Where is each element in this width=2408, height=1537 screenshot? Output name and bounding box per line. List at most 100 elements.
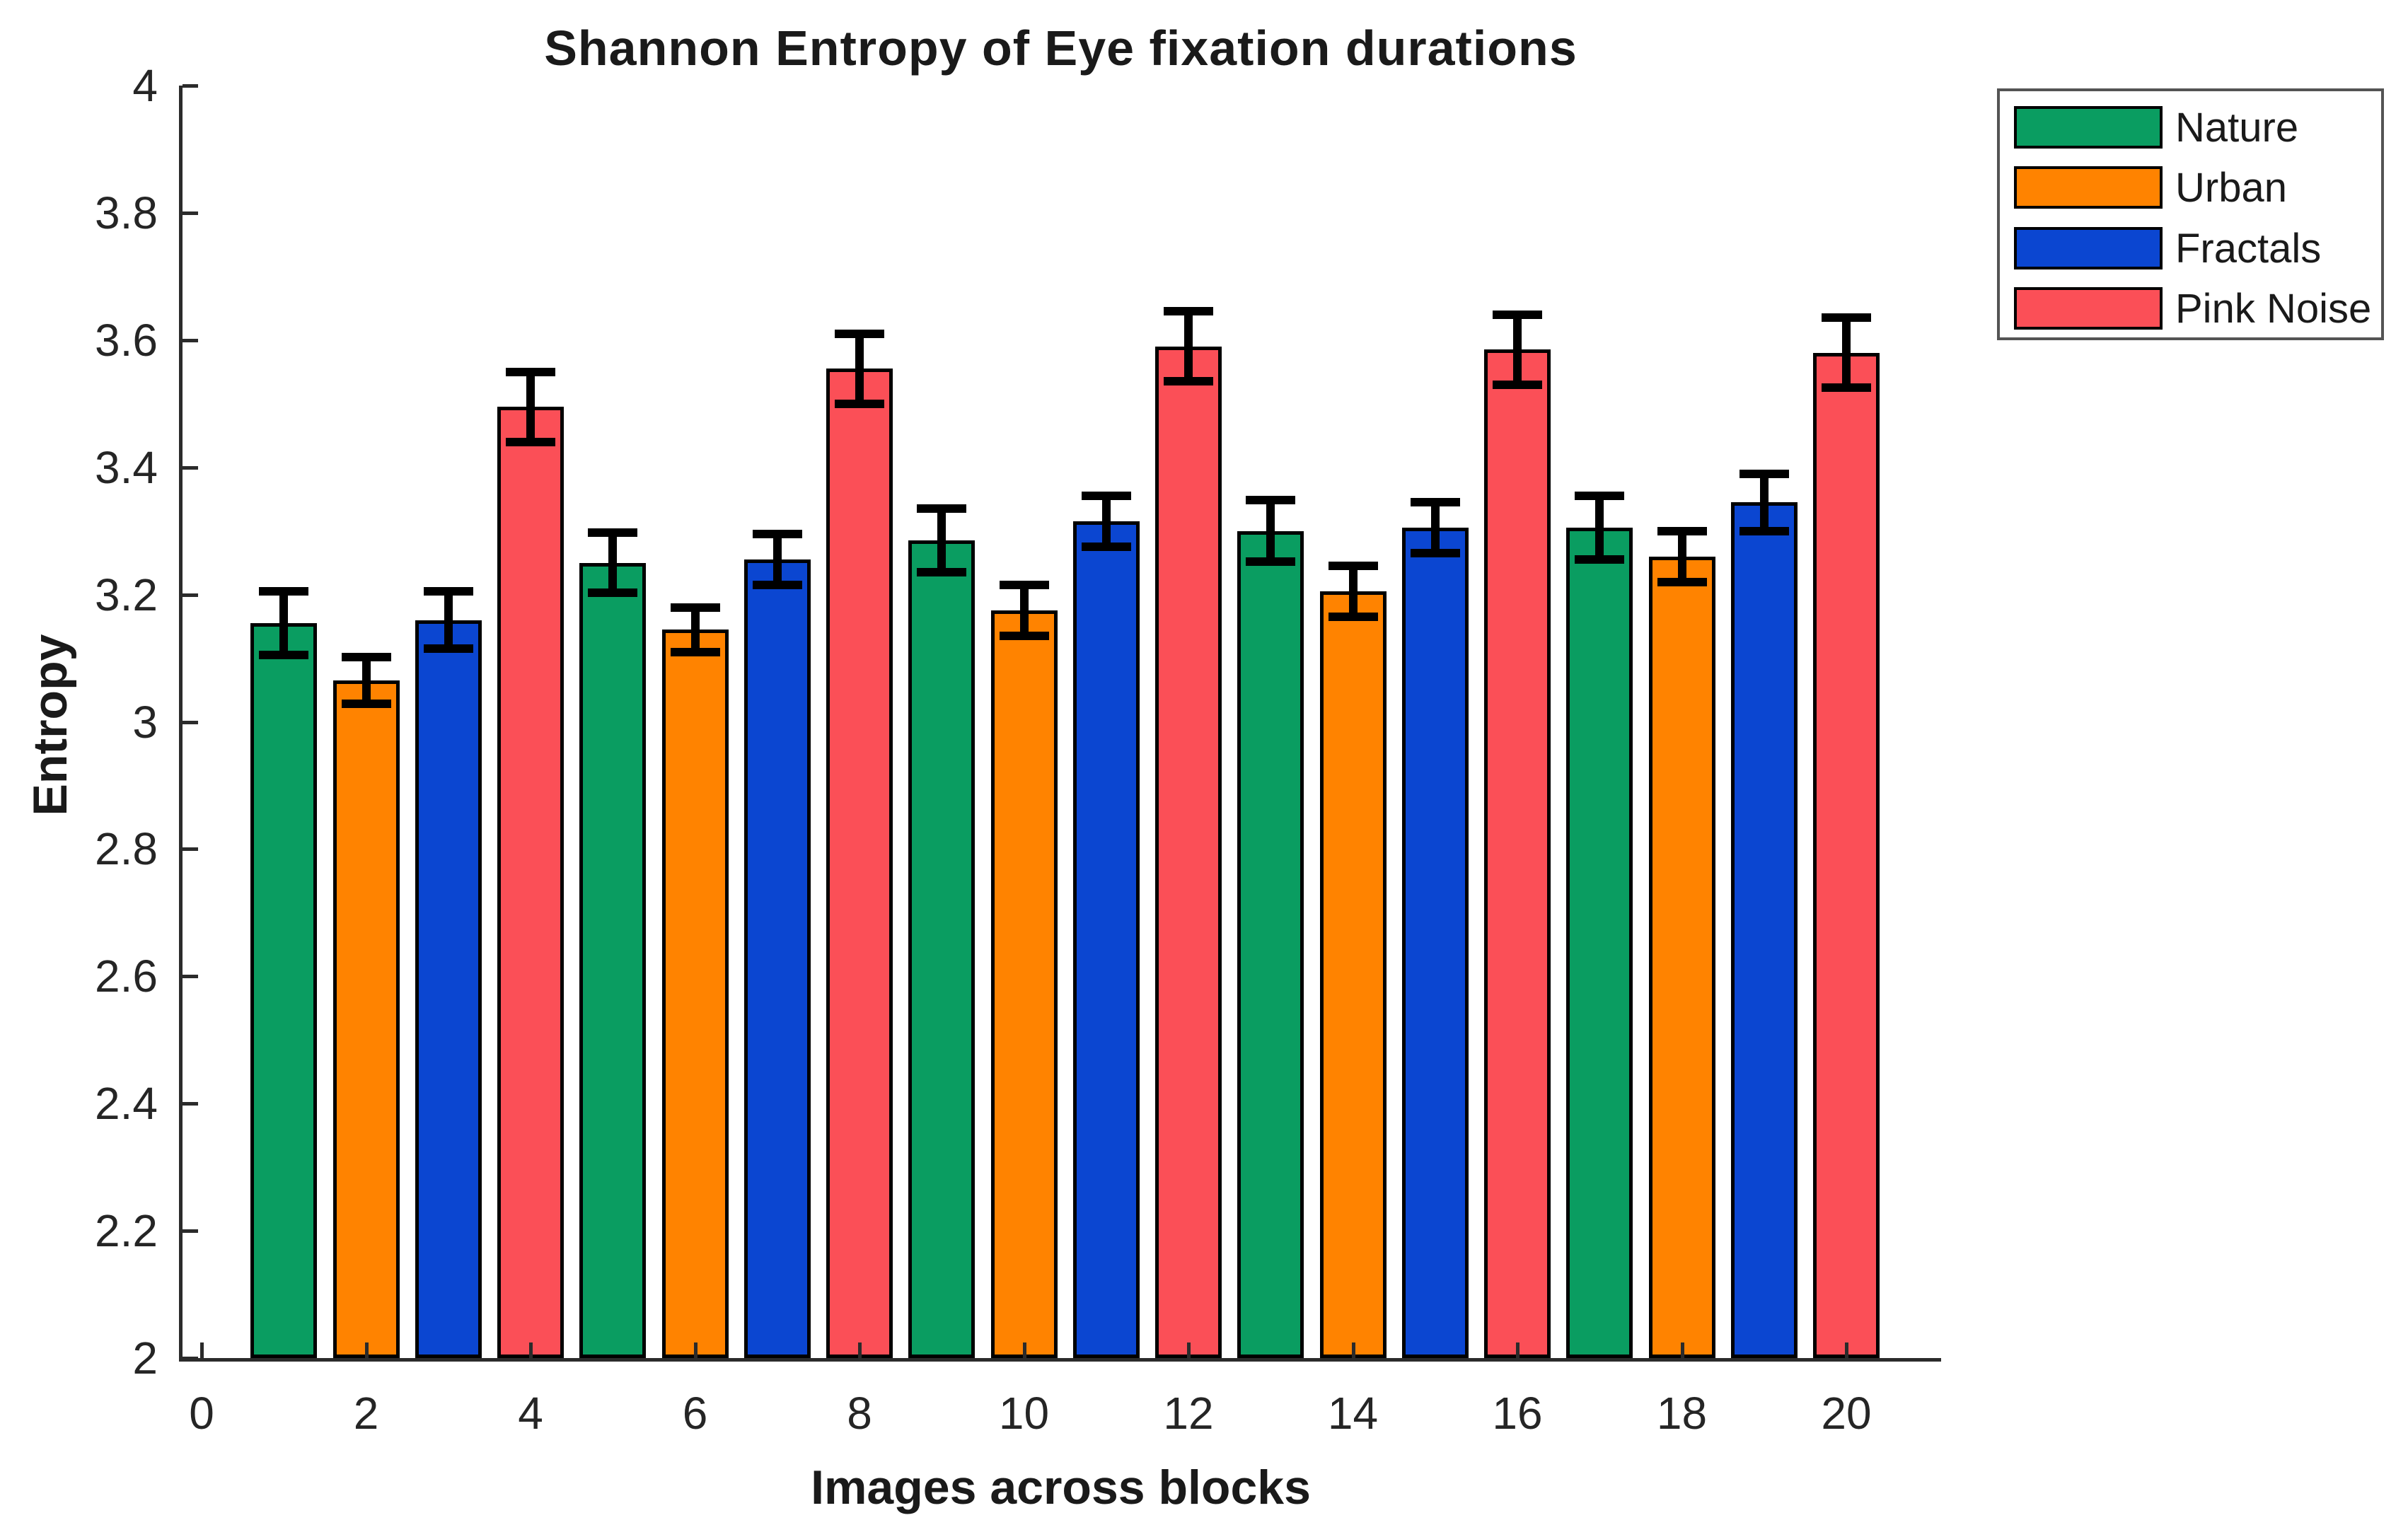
x-tick-0	[200, 1342, 204, 1358]
y-tick-2.6	[183, 975, 198, 979]
bar-urban-x10	[990, 610, 1058, 1358]
bar-pink-noise-x8	[826, 369, 893, 1358]
error-bar-cap-bottom-x17	[1575, 555, 1625, 564]
x-tick-14	[1351, 1342, 1355, 1358]
y-tick-label-3.4: 3.4	[95, 441, 158, 493]
bar-fractals-x15	[1401, 528, 1469, 1358]
bar-urban-x2	[332, 680, 400, 1358]
y-tick-3	[183, 720, 198, 724]
y-tick-2.4	[183, 1102, 198, 1106]
x-tick-8	[858, 1342, 862, 1358]
bar-urban-x6	[661, 630, 729, 1358]
error-bar-cap-top-x9	[917, 504, 967, 514]
error-bar-stem-x8	[855, 333, 864, 404]
error-bar-stem-x6	[690, 607, 700, 652]
error-bar-cap-bottom-x6	[670, 647, 720, 656]
error-bar-cap-top-x18	[1657, 526, 1707, 535]
y-tick-label-2: 2	[132, 1333, 158, 1384]
x-tick-4	[529, 1342, 533, 1358]
y-tick-3.6	[183, 338, 198, 342]
error-bar-cap-bottom-x16	[1493, 380, 1542, 389]
y-tick-label-2.6: 2.6	[95, 951, 158, 1002]
nature-color-swatch	[2014, 106, 2163, 149]
y-tick-3.4	[183, 465, 198, 470]
error-bar-stem-x15	[1430, 502, 1440, 554]
x-tick-6	[693, 1342, 697, 1358]
x-tick-label-12: 12	[1163, 1388, 1214, 1439]
x-tick-label-0: 0	[189, 1388, 214, 1439]
bar-nature-x1	[250, 623, 318, 1358]
bar-nature-x17	[1566, 528, 1633, 1358]
bar-pink-noise-x12	[1155, 346, 1222, 1358]
x-tick-20	[1845, 1342, 1848, 1358]
x-tick-16	[1516, 1342, 1520, 1358]
y-tick-label-3: 3	[132, 696, 158, 748]
error-bar-stem-x4	[526, 371, 535, 442]
error-bar-stem-x1	[279, 591, 289, 656]
error-bar-cap-top-x3	[423, 587, 473, 596]
y-tick-label-3.8: 3.8	[95, 187, 158, 238]
x-tick-label-4: 4	[518, 1388, 543, 1439]
bar-urban-x14	[1319, 591, 1387, 1358]
legend-label-urban: Urban	[2175, 165, 2287, 211]
error-bar-cap-top-x2	[341, 652, 391, 661]
bar-fractals-x7	[743, 559, 811, 1358]
error-bar-cap-top-x1	[259, 587, 309, 596]
error-bar-cap-bottom-x13	[1246, 557, 1296, 566]
legend-item-nature: Nature	[2000, 106, 2381, 150]
x-tick-18	[1680, 1342, 1684, 1358]
error-bar-cap-top-x4	[506, 367, 555, 376]
error-bar-cap-bottom-x14	[1328, 613, 1378, 622]
x-tick-label-16: 16	[1492, 1388, 1543, 1439]
y-tick-label-3.6: 3.6	[95, 314, 158, 366]
legend-label-pink-noise: Pink Noise	[2175, 286, 2372, 332]
error-bar-cap-top-x12	[1164, 307, 1213, 316]
error-bar-stem-x19	[1759, 473, 1769, 531]
y-tick-label-2.4: 2.4	[95, 1078, 158, 1130]
error-bar-cap-top-x20	[1822, 313, 1871, 323]
x-axis-line	[179, 1358, 1941, 1362]
y-tick-2	[183, 1357, 198, 1360]
error-bar-stem-x18	[1677, 530, 1686, 582]
error-bar-stem-x20	[1842, 318, 1851, 388]
bar-nature-x13	[1237, 530, 1304, 1358]
x-tick-label-14: 14	[1327, 1388, 1379, 1439]
error-bar-cap-top-x13	[1246, 496, 1296, 505]
error-bar-cap-bottom-x11	[1081, 543, 1131, 552]
y-tick-label-3.2: 3.2	[95, 569, 158, 620]
error-bar-stem-x12	[1184, 311, 1193, 382]
error-bar-stem-x11	[1101, 496, 1111, 547]
y-tick-2.8	[183, 847, 198, 852]
error-bar-stem-x5	[608, 533, 618, 593]
error-bar-cap-top-x15	[1410, 498, 1460, 507]
error-bar-cap-top-x14	[1328, 562, 1378, 571]
bar-nature-x5	[579, 562, 647, 1358]
error-bar-cap-bottom-x18	[1657, 577, 1707, 586]
error-bar-cap-bottom-x7	[752, 581, 802, 590]
x-tick-label-8: 8	[847, 1388, 872, 1439]
error-bar-cap-top-x11	[1081, 492, 1131, 501]
x-axis-label: Images across blocks	[811, 1461, 1311, 1514]
error-bar-stem-x17	[1595, 496, 1604, 560]
error-bar-cap-bottom-x20	[1822, 383, 1871, 393]
error-bar-cap-bottom-x10	[999, 632, 1049, 641]
error-bar-stem-x7	[772, 534, 782, 586]
x-tick-label-6: 6	[682, 1388, 708, 1439]
error-bar-stem-x16	[1513, 314, 1522, 385]
error-bar-cap-bottom-x15	[1410, 549, 1460, 558]
error-bar-cap-top-x6	[670, 603, 720, 612]
pink-noise-color-swatch	[2014, 287, 2163, 330]
error-bar-cap-bottom-x4	[506, 437, 555, 446]
bar-fractals-x19	[1730, 502, 1798, 1358]
error-bar-cap-bottom-x3	[423, 644, 473, 654]
error-bar-cap-top-x19	[1739, 469, 1789, 478]
error-bar-cap-top-x16	[1493, 310, 1542, 319]
error-bar-stem-x14	[1348, 566, 1358, 617]
error-bar-cap-top-x10	[999, 581, 1049, 590]
legend: Nature Urban Fractals Pink Noise	[1997, 88, 2384, 340]
y-tick-3.8	[183, 211, 198, 215]
y-axis-line	[179, 86, 183, 1362]
fractals-color-swatch	[2014, 227, 2163, 269]
x-tick-label-20: 20	[1821, 1388, 1872, 1439]
